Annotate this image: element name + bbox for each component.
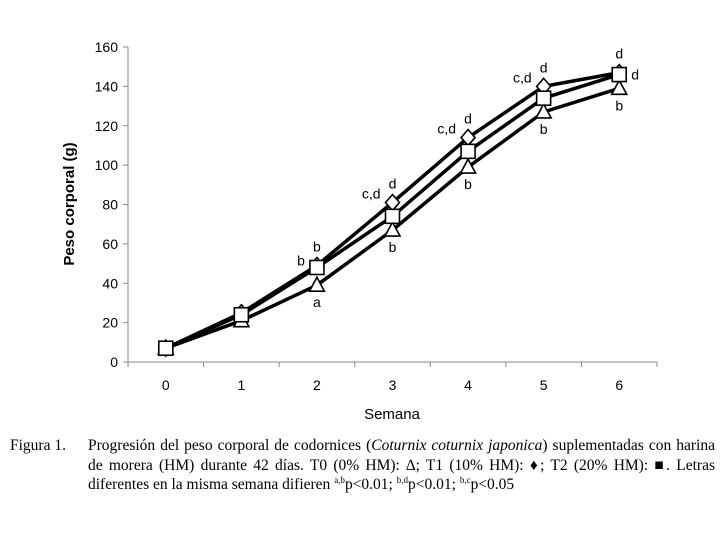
caption-text-5: p<0.05 [470,476,515,493]
caption-text-1: Progresión del peso corporal de codornic… [88,437,372,454]
square-marker [535,90,552,106]
caption-label: Figura 1. [10,437,66,454]
significance-label: c,d [362,186,381,202]
triangle-marker [534,102,553,119]
square-marker [157,340,174,357]
significance-label: d [540,59,548,75]
triangle-marker [383,220,402,237]
series-markers [156,63,629,358]
significance-label: d [615,46,623,62]
axes: 0 20 40 60 80 100 120 140 160 0 1 2 3 4 5 6 [95,39,658,393]
x-tick-label: 3 [389,377,397,393]
square-marker [309,259,325,276]
y-tick-label: 20 [102,315,118,331]
triangle-marker [308,275,326,293]
significance-label: c,d [437,121,456,137]
x-tick-label: 4 [464,377,472,393]
caption-sup-3: b,c [459,474,471,485]
significance-label: b [389,239,397,255]
square-marker [611,66,628,83]
significance-label: d [389,176,397,192]
square-marker [460,143,476,160]
y-tick-label: 80 [102,197,118,213]
y-tick-label: 60 [102,236,118,252]
significance-label: c,d [513,69,532,85]
x-axis-title: Semana [364,406,421,423]
square-marker [233,306,250,323]
caption-sup-1: a,b [334,474,345,485]
triangle-marker [610,78,629,96]
significance-label: b [540,121,548,137]
caption-text-2: ) suplementadas con harina de morera (HM… [88,437,715,493]
x-tick-label: 0 [162,377,170,393]
caption-species: Coturnix coturnix japonica [371,437,543,454]
figure-caption: Figura 1. Progresión del peso corporal d… [10,436,715,495]
significance-label: b [297,253,305,269]
y-tick-label: 0 [110,354,118,370]
significance-label: a [313,294,321,310]
y-tick-label: 140 [95,78,119,94]
x-tick-label: 1 [237,377,245,393]
significance-label: d [631,67,639,83]
x-tick-label: 5 [540,377,548,393]
significance-label: b [464,176,472,192]
caption-sup-2: b,d [396,474,408,485]
caption-text-4: p<0.01; [408,476,460,493]
caption-body: Progresión del peso corporal de codornic… [88,436,715,495]
y-tick-label: 160 [95,39,119,55]
y-tick-label: 40 [102,275,118,291]
y-axis-title: Peso corporal (g) [61,142,78,265]
square-marker [384,208,401,225]
caption-text-3: p<0.01; [344,476,397,493]
significance-label: b [615,97,623,113]
y-tick-label: 120 [95,118,119,134]
triangle-marker [459,157,477,174]
x-tick-label: 6 [615,377,623,393]
significance-label: b [313,239,321,255]
y-tick-label: 100 [95,157,119,173]
x-tick-label: 2 [313,377,321,393]
significance-label: d [464,111,472,127]
